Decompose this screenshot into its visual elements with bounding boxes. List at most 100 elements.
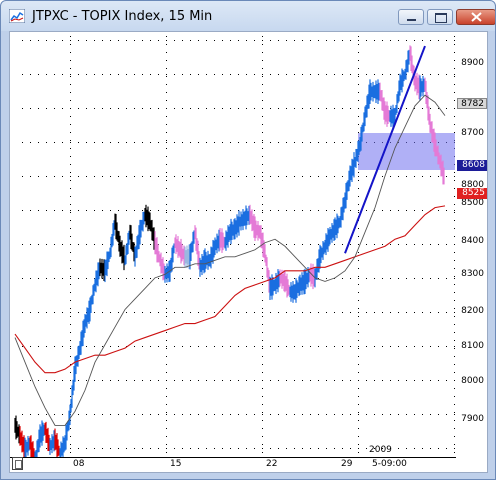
- grid-dot: [254, 346, 255, 347]
- grid-dot: [438, 448, 439, 449]
- grid-dot: [398, 74, 399, 75]
- grid-dot: [374, 346, 375, 347]
- time-label-08: 08: [73, 459, 85, 469]
- chart-scroll-handle[interactable]: [12, 457, 23, 470]
- grid-dot: [78, 40, 79, 41]
- grid-dot: [262, 372, 263, 373]
- grid-dot: [358, 236, 359, 237]
- grid-dot: [422, 74, 423, 75]
- grid-dot: [246, 312, 247, 313]
- grid-dot: [454, 212, 455, 213]
- grid-dot: [198, 74, 199, 75]
- price-label-8100: 8100: [461, 341, 484, 351]
- grid-dot: [454, 204, 455, 205]
- trendline[interactable]: [344, 45, 426, 254]
- grid-dot: [102, 74, 103, 75]
- grid-dot: [230, 74, 231, 75]
- grid-dot: [46, 380, 47, 381]
- grid-dot: [22, 312, 23, 313]
- grid-dot: [190, 210, 191, 211]
- grid-dot: [262, 156, 263, 157]
- grid-dot: [454, 74, 455, 75]
- grid-dot: [182, 312, 183, 313]
- grid-dot: [454, 278, 455, 279]
- maximize-button[interactable]: [427, 9, 453, 25]
- grid-dot: [38, 142, 39, 143]
- grid-dot: [438, 346, 439, 347]
- grid-dot: [454, 356, 455, 357]
- grid-dot: [358, 108, 359, 109]
- grid-dot: [382, 312, 383, 313]
- grid-dot: [318, 448, 319, 449]
- grid-dot: [182, 380, 183, 381]
- grid-dot: [166, 372, 167, 373]
- grid-dot: [214, 142, 215, 143]
- grid-dot: [166, 348, 167, 349]
- grid-dot: [158, 176, 159, 177]
- grid-dot: [454, 244, 455, 245]
- grid-dot: [358, 268, 359, 269]
- price-chart[interactable]: [10, 32, 456, 458]
- grid-dot: [166, 380, 167, 381]
- grid-dot: [430, 312, 431, 313]
- grid-dot: [70, 292, 71, 293]
- grid-dot: [302, 176, 303, 177]
- grid-dot: [174, 278, 175, 279]
- grid-dot: [342, 40, 343, 41]
- grid-dot: [110, 74, 111, 75]
- grid-dot: [46, 210, 47, 211]
- grid-dot: [46, 40, 47, 41]
- grid-dot: [358, 36, 359, 37]
- grid-dot: [350, 244, 351, 245]
- grid-dot: [262, 348, 263, 349]
- grid-dot: [294, 278, 295, 279]
- grid-dot: [358, 68, 359, 69]
- grid-dot: [166, 92, 167, 93]
- grid-dot: [166, 180, 167, 181]
- grid-dot: [382, 346, 383, 347]
- grid-dot: [78, 74, 79, 75]
- price-chart-canvas[interactable]: [10, 32, 455, 457]
- grid-dot: [230, 346, 231, 347]
- grid-dot: [454, 220, 455, 221]
- grid-dot: [94, 176, 95, 177]
- grid-dot: [254, 448, 255, 449]
- grid-dot: [150, 142, 151, 143]
- window-title: JTPXC - TOPIX Index, 15 Min: [32, 9, 213, 24]
- grid-dot: [214, 380, 215, 381]
- grid-dot: [262, 448, 263, 449]
- grid-dot: [70, 260, 71, 261]
- close-button[interactable]: [456, 9, 495, 25]
- grid-dot: [358, 176, 359, 177]
- grid-dot: [414, 312, 415, 313]
- grid-dot: [70, 172, 71, 173]
- grid-dot: [286, 176, 287, 177]
- price-label-8000: 8000: [461, 376, 484, 386]
- grid-dot: [262, 140, 263, 141]
- grid-dot: [294, 108, 295, 109]
- grid-dot: [454, 332, 455, 333]
- grid-dot: [254, 176, 255, 177]
- grid-dot: [166, 436, 167, 437]
- title-bar[interactable]: JTPXC - TOPIX Index, 15 Min: [1, 1, 495, 31]
- grid-dot: [38, 278, 39, 279]
- grid-dot: [262, 148, 263, 149]
- grid-dot: [70, 332, 71, 333]
- grid-dot: [70, 396, 71, 397]
- grid-dot: [350, 40, 351, 41]
- grid-dot: [390, 278, 391, 279]
- grid-dot: [70, 236, 71, 237]
- minimize-button[interactable]: [398, 9, 424, 25]
- grid-dot: [102, 448, 103, 449]
- grid-dot: [134, 142, 135, 143]
- grid-dot: [374, 244, 375, 245]
- grid-dot: [358, 340, 359, 341]
- grid-dot: [94, 346, 95, 347]
- grid-dot: [342, 176, 343, 177]
- grid-dot: [62, 346, 63, 347]
- grid-dot: [358, 396, 359, 397]
- grid-dot: [198, 176, 199, 177]
- grid-dot: [118, 346, 119, 347]
- grid-dot: [150, 74, 151, 75]
- grid-dot: [70, 428, 71, 429]
